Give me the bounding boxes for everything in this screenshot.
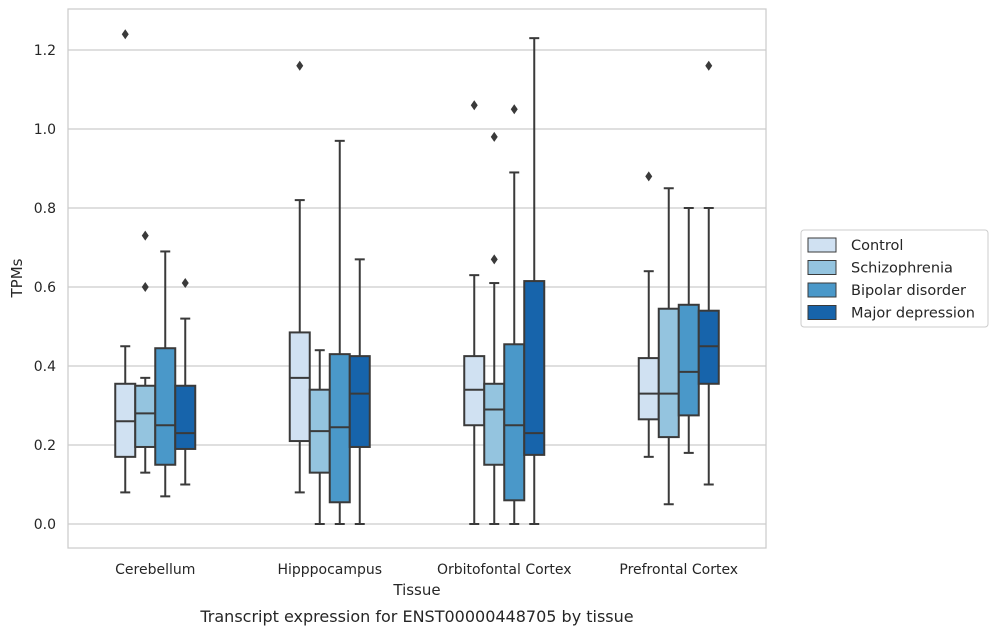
box-group (328, 139, 351, 525)
y-tick-label: 0.0 (34, 517, 56, 533)
box (134, 384, 157, 448)
plot-area (114, 29, 720, 525)
legend-label: Major depression (851, 306, 975, 322)
outlier-point (490, 254, 498, 265)
box (637, 357, 660, 421)
legend-frame (800, 229, 989, 328)
legend-swatch (807, 282, 837, 298)
y-tick-label: 1.2 (34, 43, 56, 59)
x-tick-label: Prefrontal Cortex (619, 562, 738, 578)
box-group (134, 230, 157, 474)
y-axis: 0.0 0.2 0.4 0.6 0.8 1.0 1.2 (34, 43, 56, 533)
box (657, 307, 680, 439)
box (288, 331, 311, 443)
x-tick-label: Orbitofontal Cortex (437, 562, 572, 578)
box (523, 280, 546, 456)
y-tick-label: 0.8 (34, 201, 56, 217)
outlier-point (296, 60, 304, 71)
legend-label: Schizophrenia (851, 261, 953, 277)
outlier-point (141, 282, 149, 292)
x-axis: Cerebellum Hipppocampus Orbitofontal Corte… (115, 562, 738, 578)
box-group (174, 278, 197, 486)
box (174, 384, 197, 450)
outlier-point (470, 100, 478, 111)
legend-label: Bipolar disorder (851, 283, 966, 299)
legend-label: Control (851, 238, 903, 254)
outlier-point (645, 171, 653, 182)
outlier-point (510, 104, 518, 115)
outlier-point (181, 278, 189, 289)
x-tick-label: Cerebellum (115, 562, 195, 578)
box-group (503, 104, 526, 525)
outlier-point (121, 29, 129, 40)
box-group (637, 171, 660, 458)
outlier-point (490, 131, 498, 142)
box (483, 382, 506, 466)
box (154, 347, 177, 466)
box-group (483, 131, 506, 525)
legend-swatch (807, 237, 837, 253)
y-axis-title: TPMs (8, 258, 26, 298)
box (348, 355, 371, 448)
legend-swatch (807, 260, 837, 275)
box (677, 303, 700, 417)
y-tick-label: 1.0 (34, 122, 56, 138)
box (503, 343, 526, 502)
box-group (657, 187, 680, 506)
y-tick-label: 0.2 (34, 438, 56, 454)
box-group (154, 250, 177, 498)
box-group (463, 100, 486, 525)
outlier-point (141, 230, 149, 241)
plot-frame (67, 8, 767, 549)
box-group (523, 37, 546, 525)
box-group (697, 60, 720, 486)
outlier-point (705, 60, 713, 71)
x-tick-label: Hipppocampus (277, 562, 382, 578)
box-group (114, 29, 137, 494)
legend: Control Schizophrenia Bipolar disorder Majo… (800, 229, 989, 328)
box-group (677, 207, 700, 454)
x-axis-title: Tissue (392, 581, 440, 599)
legend-swatch (807, 305, 837, 320)
y-tick-label: 0.6 (34, 280, 56, 296)
chart-caption: Transcript expression for ENST0000044870… (199, 607, 633, 626)
y-tick-label: 0.4 (34, 359, 56, 375)
box-group (288, 60, 311, 494)
box-group (308, 349, 331, 525)
box-group (348, 258, 371, 525)
